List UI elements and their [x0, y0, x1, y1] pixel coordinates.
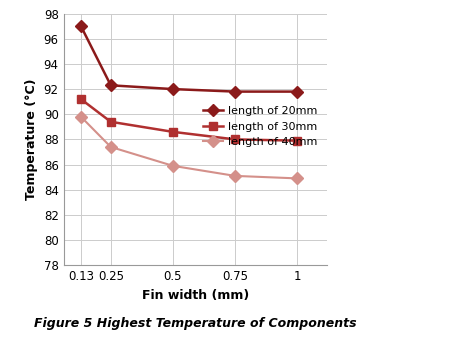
length of 40mm [294, 176, 300, 181]
Y-axis label: Temperature (°C): Temperature (°C) [25, 79, 38, 200]
Line: length of 20mm: length of 20mm [77, 22, 301, 96]
length of 30mm [232, 137, 238, 141]
length of 40mm [232, 174, 238, 178]
length of 20mm [170, 87, 176, 91]
length of 20mm [108, 83, 114, 87]
Text: Figure 5 Highest Temperature of Components: Figure 5 Highest Temperature of Componen… [34, 317, 356, 330]
length of 20mm [232, 89, 238, 94]
length of 30mm [294, 139, 300, 143]
length of 40mm [108, 145, 114, 149]
Line: length of 40mm: length of 40mm [77, 113, 301, 183]
length of 30mm [170, 130, 176, 134]
length of 40mm [170, 164, 176, 168]
Legend: length of 20mm, length of 30mm, length of 40mm: length of 20mm, length of 30mm, length o… [198, 102, 321, 152]
Line: length of 30mm: length of 30mm [77, 95, 301, 145]
length of 20mm [294, 89, 300, 94]
length of 30mm [108, 120, 114, 124]
length of 20mm [78, 24, 84, 28]
length of 40mm [78, 115, 84, 119]
X-axis label: Fin width (mm): Fin width (mm) [142, 289, 249, 302]
length of 30mm [78, 97, 84, 101]
